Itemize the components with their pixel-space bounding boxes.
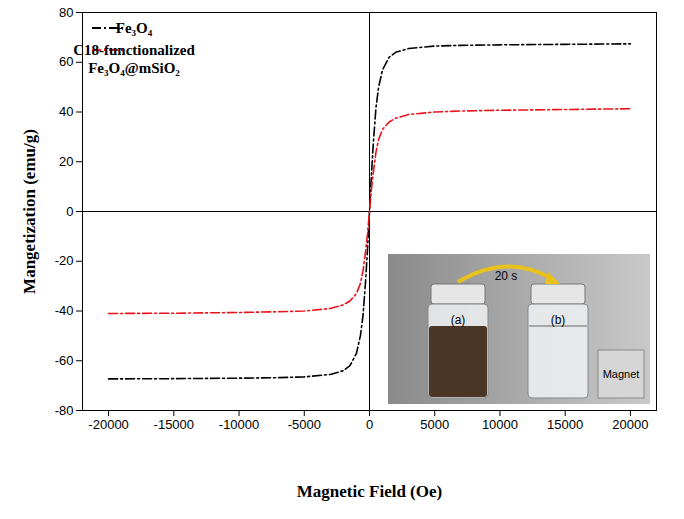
svg-text:Mangetization (emu/g): Mangetization (emu/g) bbox=[20, 129, 39, 294]
svg-text:-80: -80 bbox=[55, 403, 74, 418]
svg-text:20 s: 20 s bbox=[495, 269, 518, 283]
svg-text:-20000: -20000 bbox=[88, 417, 128, 432]
svg-text:-60: -60 bbox=[55, 353, 74, 368]
svg-text:5000: 5000 bbox=[420, 417, 449, 432]
svg-text:C18-functionalizedFe₃O₄@mSiO₂: C18-functionalizedFe₃O₄@mSiO₂ bbox=[73, 42, 195, 76]
svg-text:(a): (a) bbox=[451, 313, 466, 327]
svg-text:10000: 10000 bbox=[482, 417, 518, 432]
svg-text:-15000: -15000 bbox=[154, 417, 194, 432]
svg-text:-40: -40 bbox=[55, 303, 74, 318]
svg-text:20: 20 bbox=[59, 154, 73, 169]
svg-text:80: 80 bbox=[59, 5, 73, 20]
svg-text:60: 60 bbox=[59, 54, 73, 69]
svg-text:-20: -20 bbox=[55, 253, 74, 268]
svg-text:-10000: -10000 bbox=[219, 417, 259, 432]
svg-text:-5000: -5000 bbox=[288, 417, 321, 432]
svg-text:0: 0 bbox=[66, 204, 73, 219]
svg-text:15000: 15000 bbox=[547, 417, 583, 432]
svg-text:Magnet: Magnet bbox=[603, 368, 640, 380]
svg-text:40: 40 bbox=[59, 104, 73, 119]
svg-text:0: 0 bbox=[366, 417, 373, 432]
svg-text:Magnetic Field (Oe): Magnetic Field (Oe) bbox=[297, 482, 442, 501]
svg-text:(b): (b) bbox=[551, 313, 566, 327]
svg-text:Fe₃O₄: Fe₃O₄ bbox=[116, 20, 153, 36]
svg-text:20000: 20000 bbox=[612, 417, 648, 432]
